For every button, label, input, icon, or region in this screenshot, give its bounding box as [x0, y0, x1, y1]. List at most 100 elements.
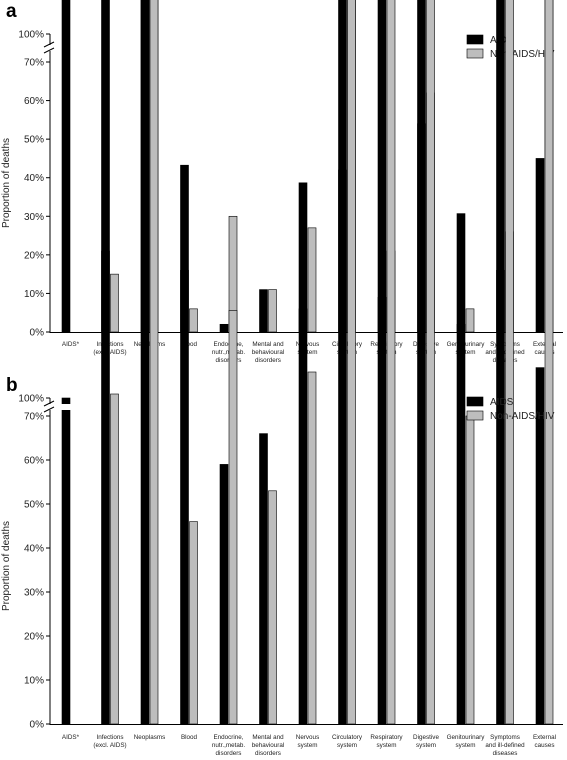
- y-tick-label: 60%: [24, 96, 44, 107]
- category-label: system: [377, 742, 397, 749]
- category-label: system: [416, 742, 436, 749]
- axis-break-mark: [43, 47, 55, 54]
- category-label: and ill-defined: [485, 742, 525, 749]
- legend-swatch: [466, 48, 484, 59]
- category-label: (excl. AIDS): [93, 742, 126, 749]
- axis-break-gap: [45, 45, 55, 51]
- bar-non-aids-10: [465, 415, 475, 725]
- bar-aids-4: [219, 464, 229, 725]
- category-label: diseases: [493, 357, 518, 364]
- category-label: nutr.,metab.: [212, 349, 246, 356]
- category-label: Symptoms: [490, 734, 520, 741]
- category-label: Nervous: [296, 734, 319, 741]
- category-label: system: [456, 742, 476, 749]
- category-label: Mental and: [252, 341, 284, 348]
- y-tick-label: 30%: [24, 212, 44, 223]
- bar-aids-9: [417, 0, 426, 725]
- category-label: diseases: [493, 750, 518, 757]
- category-label: behavioural: [252, 742, 285, 749]
- category-label: Infections: [97, 734, 124, 741]
- y-tick-label: 60%: [24, 456, 44, 467]
- axis-break-mark: [43, 406, 55, 413]
- category-label: Symptoms: [490, 341, 520, 348]
- y-axis-label: Proportion of deaths: [1, 138, 12, 228]
- y-tick-label: 100%: [18, 30, 44, 41]
- bar-aids-1: [101, 0, 110, 725]
- category-label: Respiratory: [370, 734, 403, 741]
- legend-swatch: [466, 34, 484, 45]
- bar-aids-2: [140, 0, 150, 725]
- category-label: External: [533, 341, 556, 348]
- axis-break-mark: [43, 41, 55, 48]
- category-label: causes: [535, 742, 555, 749]
- bar-aids-0: [61, 0, 71, 333]
- y-tick-label: 0%: [30, 720, 45, 731]
- category-label: system: [298, 742, 318, 749]
- axis-break-mark: [43, 400, 55, 407]
- y-tick-label: 40%: [24, 544, 44, 555]
- category-label: Blood: [181, 341, 198, 348]
- category-label: AIDS*: [62, 734, 80, 741]
- y-tick-label: 40%: [24, 173, 44, 184]
- bar-non-aids-8: [386, 0, 396, 725]
- bar-non-aids-5: [268, 289, 277, 333]
- bar-aids-12: [535, 158, 545, 333]
- bar-aids-6: [298, 182, 308, 725]
- legend-swatch: [466, 396, 484, 407]
- bar-aids-7: [338, 0, 347, 725]
- category-label: disorders: [255, 750, 281, 757]
- y-tick-label: 10%: [24, 289, 44, 300]
- category-label: Neoplasms: [134, 341, 166, 348]
- bar-non-aids-11: [505, 0, 514, 725]
- bar-non-aids-6: [307, 371, 317, 725]
- bar-aids-10: [456, 213, 466, 725]
- bar-aids-3: [180, 164, 189, 725]
- category-label: AIDS*: [62, 341, 80, 348]
- category-label: disorders: [216, 357, 242, 364]
- y-tick-label: 70%: [24, 58, 44, 69]
- legend-label: Non-AIDS/HIV: [490, 411, 555, 422]
- y-tick-label: 20%: [24, 632, 44, 643]
- y-tick-label: 100%: [18, 394, 44, 405]
- chart-panel-a: a 0% 10% 20% 30% 40% 50% 60% 70% 100% Proportion o…: [1, 0, 563, 364]
- bar-non-aids-1: [110, 393, 119, 725]
- category-label: Circulatory: [332, 734, 363, 741]
- y-tick-label: 0%: [30, 328, 45, 339]
- category-label: disorders: [216, 750, 242, 757]
- bar-aids-12: [535, 367, 545, 725]
- y-tick-label: 50%: [24, 500, 44, 511]
- category-label: Blood: [181, 734, 198, 741]
- y-tick-label: 20%: [24, 250, 44, 261]
- category-label: behavioural: [252, 349, 285, 356]
- category-label: Nervous: [296, 341, 319, 348]
- bar-non-aids-12: [544, 0, 554, 725]
- bar-non-aids-10: [465, 308, 475, 333]
- bar-non-aids-1: [110, 273, 119, 333]
- category-label: Genitourinary: [447, 734, 486, 741]
- y-tick-label: 70%: [24, 412, 44, 423]
- bar-non-aids-7: [347, 0, 356, 725]
- legend-label: AIDS: [490, 397, 514, 408]
- category-label: system: [456, 349, 476, 356]
- bar-non-aids-3: [189, 308, 198, 333]
- category-label: system: [377, 349, 397, 356]
- category-label: nutr.,metab.: [212, 742, 246, 749]
- category-label: disorders: [255, 357, 281, 364]
- bar-aids-4: [219, 323, 229, 333]
- panel-label: b: [6, 375, 18, 396]
- legend-label: Non-AIDS/HIV: [490, 49, 555, 60]
- category-label: system: [298, 349, 318, 356]
- bar-non-aids-2: [149, 0, 159, 725]
- category-label: causes: [535, 349, 555, 356]
- category-label: Mental and: [252, 734, 284, 741]
- bar-non-aids-9: [426, 0, 435, 725]
- bar-break-gap: [61, 404, 71, 410]
- y-tick-label: 30%: [24, 588, 44, 599]
- category-label: Digestive: [413, 734, 439, 741]
- bar-aids-0: [61, 397, 71, 725]
- category-label: Endocrine,: [213, 341, 243, 348]
- bar-non-aids-3: [189, 521, 198, 725]
- category-label: Infections: [97, 341, 124, 348]
